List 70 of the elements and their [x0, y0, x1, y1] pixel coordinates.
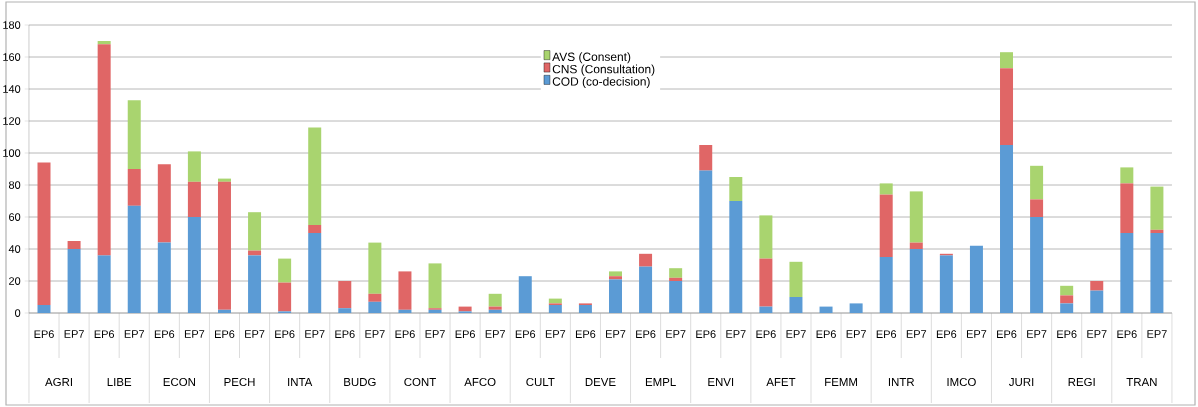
- x-tick-label: EP6: [575, 330, 596, 339]
- text: ENVI: [708, 378, 734, 386]
- x-tick-label: EP7: [1147, 330, 1167, 338]
- text: AFCO: [464, 377, 496, 387]
- x-tick-label: EP6: [696, 330, 716, 339]
- x-tick-label: EP6: [94, 330, 115, 339]
- x-tick-label: EP6: [154, 330, 175, 339]
- x-tick-label: EP6: [1117, 330, 1137, 339]
- legend-label: AVS (Consent): [552, 52, 631, 64]
- y-tick-label: 160: [3, 53, 21, 61]
- text: BUDG: [344, 377, 376, 387]
- x-tick-label: EP7: [786, 330, 806, 338]
- x-tick-label: EP6: [215, 330, 235, 339]
- x-tick-label: EP7: [606, 330, 626, 338]
- x-tick-label: EP6: [335, 330, 355, 339]
- x-tick-label: EP6: [455, 330, 475, 339]
- text: AFET: [766, 378, 796, 386]
- y-tick-label: 120: [3, 117, 21, 125]
- y-tick-label: 180: [3, 21, 21, 29]
- x-tick-label: EP7: [1087, 330, 1107, 338]
- x-tick-label: EP7: [245, 330, 265, 338]
- x-tick-label: EP6: [1057, 330, 1077, 339]
- x-tick-label: EP7: [545, 330, 566, 338]
- text: INTR: [888, 378, 915, 386]
- x-tick-label: EP6: [34, 330, 54, 339]
- x-tick-label: EP7: [425, 330, 445, 338]
- y-tick-label: 100: [3, 149, 21, 157]
- text: TRAN: [1126, 378, 1157, 386]
- legend-label: COD (co-decision): [552, 76, 650, 89]
- x-tick-label: EP6: [876, 330, 897, 339]
- text: PECH: [224, 377, 255, 387]
- text: FEMM: [825, 378, 857, 386]
- text: ECON: [163, 377, 195, 387]
- y-tick-label: 0: [15, 309, 21, 317]
- x-tick-label: EP6: [816, 330, 836, 339]
- x-tick-label: EP7: [365, 330, 385, 338]
- x-tick-label: EP6: [936, 330, 957, 339]
- text: JURI: [1009, 378, 1034, 386]
- y-tick-label: 140: [3, 85, 21, 93]
- text: CONT: [404, 377, 436, 387]
- x-tick-label: EP6: [275, 330, 295, 339]
- text: REGI: [1068, 377, 1095, 387]
- text: EMPL: [645, 378, 676, 386]
- x-tick-label: EP7: [666, 330, 686, 338]
- x-tick-label: EP7: [726, 330, 746, 338]
- x-tick-label: EP6: [756, 330, 776, 339]
- y-tick-label: 20: [9, 277, 21, 285]
- x-tick-label: EP7: [184, 330, 205, 338]
- text: CULT: [526, 377, 555, 387]
- x-tick-label: EP7: [64, 330, 84, 338]
- text: LIBE: [107, 378, 132, 386]
- x-tick-label: EP7: [906, 330, 927, 338]
- x-tick-label: EP7: [966, 330, 987, 338]
- x-tick-label: EP7: [485, 330, 505, 338]
- text: INTA: [288, 378, 313, 386]
- x-tick-label: EP7: [124, 330, 145, 338]
- text: DEVE: [585, 378, 616, 386]
- y-tick-label: 40: [8, 245, 21, 253]
- x-tick-label: EP7: [846, 330, 866, 338]
- x-tick-label: EP6: [636, 330, 656, 339]
- x-tick-label: EP7: [305, 330, 325, 338]
- x-tick-label: EP6: [997, 330, 1017, 339]
- x-tick-label: EP6: [515, 330, 536, 339]
- legend-label: CNS (Consultation): [552, 64, 655, 76]
- y-tick-label: 60: [9, 213, 21, 221]
- x-tick-label: EP6: [395, 330, 415, 339]
- y-tick-label: 80: [8, 181, 21, 189]
- text: IMCO: [947, 377, 976, 387]
- x-tick-label: EP7: [1027, 330, 1047, 338]
- text: AGRI: [45, 377, 72, 387]
